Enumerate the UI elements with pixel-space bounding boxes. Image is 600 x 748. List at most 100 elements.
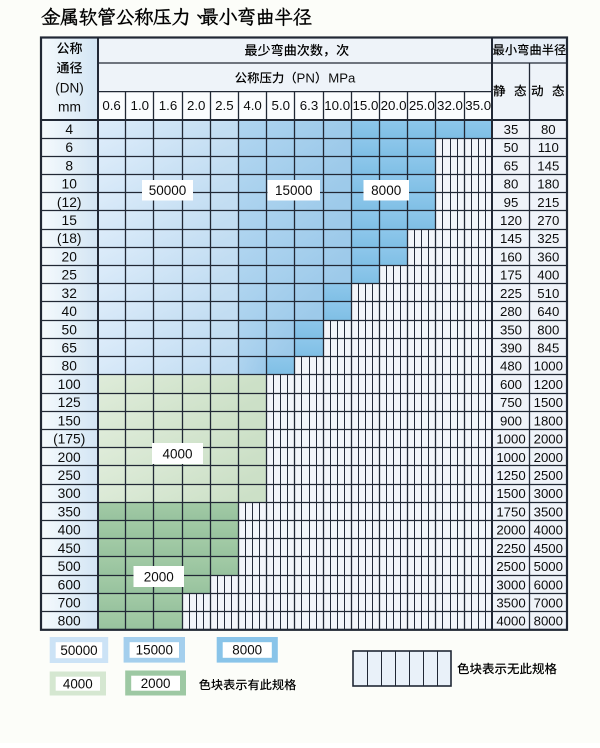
svg-text:4: 4 xyxy=(65,122,73,137)
svg-text:145: 145 xyxy=(500,231,522,246)
svg-text:4500: 4500 xyxy=(534,541,563,556)
svg-text:700: 700 xyxy=(58,596,81,611)
svg-text:PN: PN xyxy=(297,70,315,85)
svg-text:4000: 4000 xyxy=(496,614,525,629)
svg-text:3000: 3000 xyxy=(534,486,563,501)
svg-text:640: 640 xyxy=(537,304,559,319)
svg-text:50000: 50000 xyxy=(60,643,97,658)
svg-text:20: 20 xyxy=(62,249,78,264)
svg-text:2.5: 2.5 xyxy=(215,98,234,113)
svg-text:50: 50 xyxy=(504,140,519,155)
svg-text:15000: 15000 xyxy=(275,183,313,198)
svg-text:50: 50 xyxy=(62,322,78,337)
svg-text:mm: mm xyxy=(58,100,81,115)
svg-text:50000: 50000 xyxy=(149,183,187,198)
svg-text:1.6: 1.6 xyxy=(159,98,178,113)
svg-text:4000: 4000 xyxy=(534,523,563,538)
svg-text:1500: 1500 xyxy=(534,395,563,410)
svg-text:15000: 15000 xyxy=(136,643,173,658)
svg-text:175: 175 xyxy=(500,268,522,283)
svg-text:3000: 3000 xyxy=(496,577,525,592)
svg-text:3500: 3500 xyxy=(534,504,563,519)
svg-text:600: 600 xyxy=(58,577,81,592)
svg-text:390: 390 xyxy=(500,341,522,356)
svg-text:40: 40 xyxy=(62,304,78,319)
svg-text:2.0: 2.0 xyxy=(187,98,206,113)
svg-text:270: 270 xyxy=(537,213,559,228)
svg-text:2250: 2250 xyxy=(496,541,525,556)
svg-text:600: 600 xyxy=(500,377,522,392)
svg-text:750: 750 xyxy=(500,395,522,410)
svg-text:2500: 2500 xyxy=(496,559,525,574)
svg-text:180: 180 xyxy=(537,177,559,192)
svg-text:0.6: 0.6 xyxy=(102,98,121,113)
svg-text:1250: 1250 xyxy=(496,468,525,483)
svg-text:80: 80 xyxy=(541,122,556,137)
svg-text:350: 350 xyxy=(500,322,522,337)
svg-text:2000: 2000 xyxy=(534,450,563,465)
svg-text:8: 8 xyxy=(65,158,73,173)
svg-text:5000: 5000 xyxy=(534,559,563,574)
svg-text:8000: 8000 xyxy=(534,614,563,629)
svg-text:32.0: 32.0 xyxy=(437,98,463,113)
svg-text:500: 500 xyxy=(58,559,81,574)
svg-text:4000: 4000 xyxy=(63,676,93,691)
svg-text:65: 65 xyxy=(62,341,78,356)
svg-text:2000: 2000 xyxy=(144,570,174,585)
svg-text:400: 400 xyxy=(58,523,81,538)
svg-text:6: 6 xyxy=(65,140,73,155)
svg-text:900: 900 xyxy=(500,413,522,428)
svg-text:1.0: 1.0 xyxy=(131,98,150,113)
svg-text:8000: 8000 xyxy=(371,183,401,198)
svg-text:120: 120 xyxy=(500,213,522,228)
svg-text:1500: 1500 xyxy=(496,486,525,501)
svg-text:480: 480 xyxy=(500,359,522,374)
svg-text:280: 280 xyxy=(500,304,522,319)
svg-text:(18): (18) xyxy=(57,231,82,246)
svg-text:145: 145 xyxy=(537,158,559,173)
svg-text:1000: 1000 xyxy=(496,450,525,465)
svg-text:(175): (175) xyxy=(53,432,85,447)
svg-text:360: 360 xyxy=(537,249,559,264)
svg-text:160: 160 xyxy=(500,249,522,264)
svg-text:15: 15 xyxy=(62,213,78,228)
svg-text:1200: 1200 xyxy=(534,377,563,392)
svg-text:4.0: 4.0 xyxy=(243,98,262,113)
svg-text:95: 95 xyxy=(504,195,519,210)
svg-text:6000: 6000 xyxy=(534,577,563,592)
svg-text:845: 845 xyxy=(537,341,559,356)
svg-text:10.0: 10.0 xyxy=(324,98,350,113)
svg-text:350: 350 xyxy=(58,504,81,519)
svg-text:510: 510 xyxy=(537,286,559,301)
svg-text:450: 450 xyxy=(58,541,81,556)
svg-text:150: 150 xyxy=(58,413,81,428)
svg-text:300: 300 xyxy=(58,486,81,501)
svg-text:2000: 2000 xyxy=(141,676,171,691)
svg-text:110: 110 xyxy=(538,140,559,155)
svg-text:20.0: 20.0 xyxy=(381,98,407,113)
svg-text:325: 325 xyxy=(537,231,559,246)
svg-text:25.0: 25.0 xyxy=(409,98,435,113)
svg-text:80: 80 xyxy=(62,359,78,374)
svg-text:800: 800 xyxy=(58,614,81,629)
svg-text:1000: 1000 xyxy=(534,359,563,374)
svg-text:1800: 1800 xyxy=(534,413,563,428)
svg-text:3500: 3500 xyxy=(496,596,525,611)
svg-text:250: 250 xyxy=(58,468,81,483)
svg-text:7000: 7000 xyxy=(534,596,563,611)
svg-text:225: 225 xyxy=(500,286,522,301)
svg-text:MPa: MPa xyxy=(328,70,356,85)
svg-text:(12): (12) xyxy=(57,195,82,210)
svg-text:215: 215 xyxy=(537,195,559,210)
svg-text:5.0: 5.0 xyxy=(272,98,291,113)
svg-text:80: 80 xyxy=(504,177,519,192)
svg-text:8000: 8000 xyxy=(232,643,262,658)
svg-text:35.0: 35.0 xyxy=(465,98,491,113)
svg-text:6.3: 6.3 xyxy=(300,98,319,113)
svg-text:100: 100 xyxy=(58,377,81,392)
svg-text:1000: 1000 xyxy=(496,432,525,447)
svg-text:1750: 1750 xyxy=(496,504,525,519)
svg-text:200: 200 xyxy=(58,450,81,465)
svg-text:800: 800 xyxy=(537,322,559,337)
svg-text:(DN): (DN) xyxy=(55,80,84,95)
